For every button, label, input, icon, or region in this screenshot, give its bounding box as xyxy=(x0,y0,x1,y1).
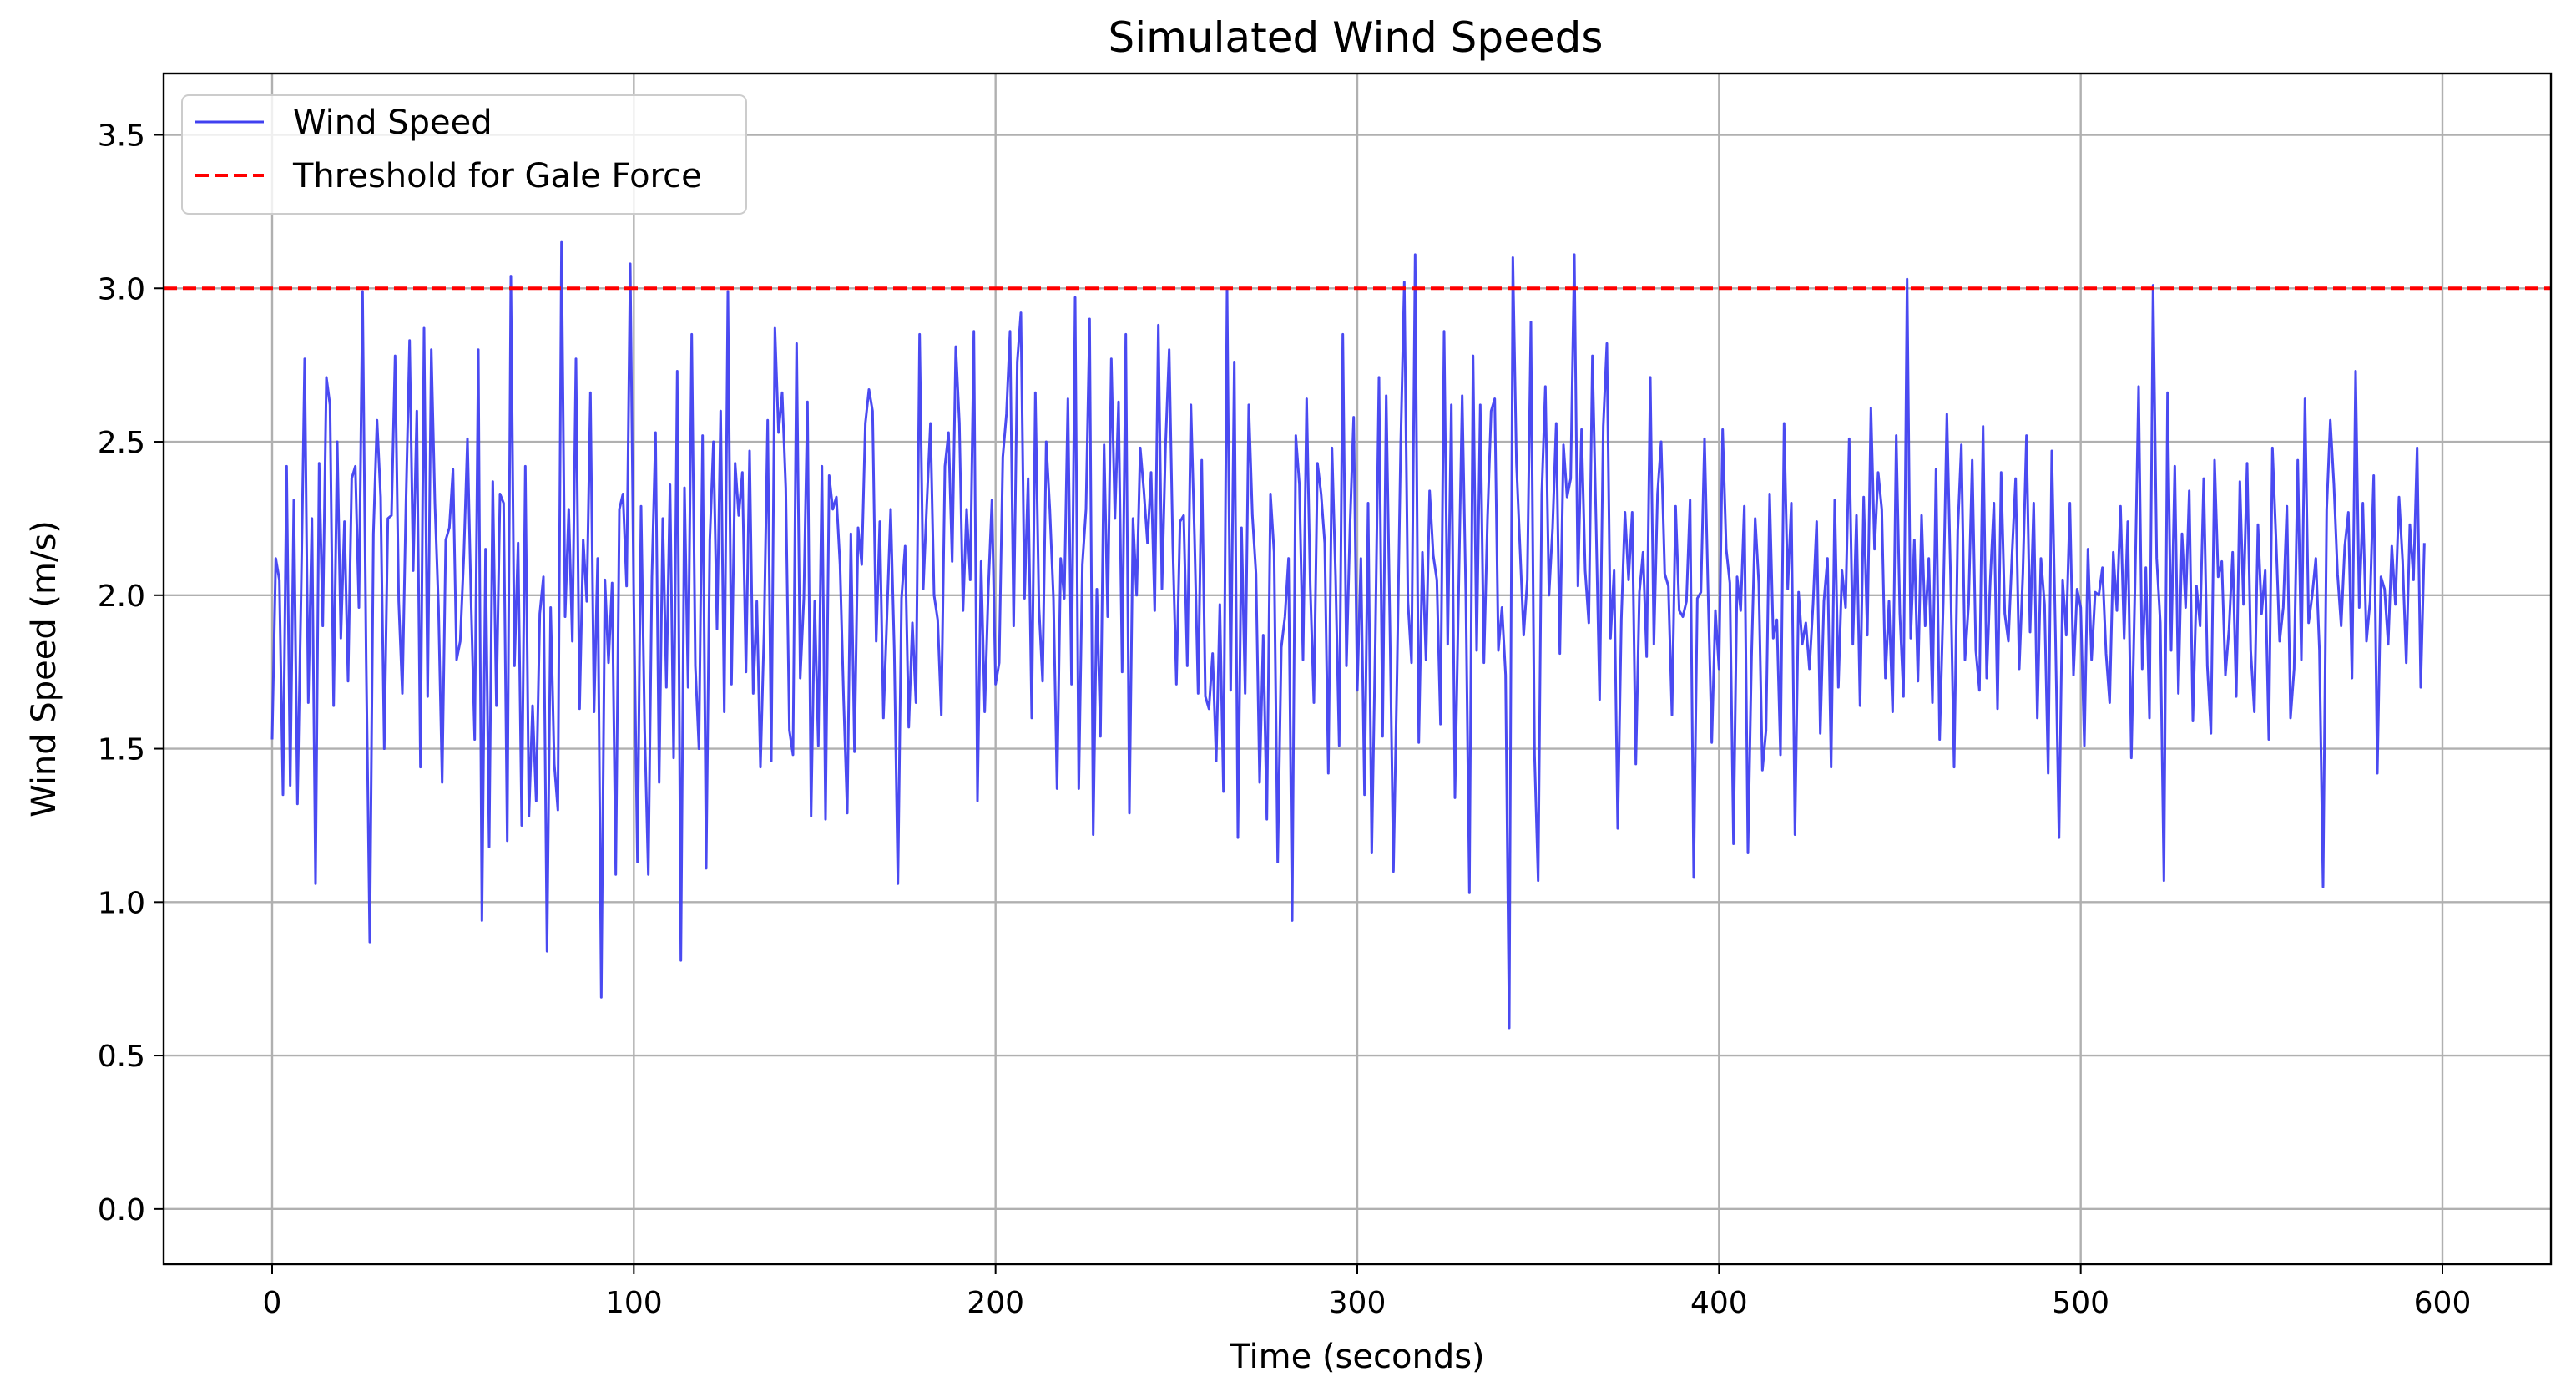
series-layer xyxy=(164,240,2551,1030)
x-tick-label: 600 xyxy=(2414,1286,2472,1320)
x-tick-label: 200 xyxy=(967,1286,1024,1320)
y-tick-label: 2.0 xyxy=(98,580,145,614)
x-tick-label: 300 xyxy=(1329,1286,1386,1320)
legend-label-wind-speed: Wind Speed xyxy=(293,104,492,142)
y-tick-labels: 0.0 0.5 1.0 1.5 2.0 2.5 3.0 3.5 xyxy=(98,119,145,1227)
x-axis-label: Time (seconds) xyxy=(1229,1338,1484,1376)
y-tick-label: 3.5 xyxy=(98,119,145,154)
axis-ticks xyxy=(154,134,2443,1274)
y-tick-label: 1.5 xyxy=(98,733,145,767)
x-tick-label: 100 xyxy=(605,1286,663,1320)
chart-title: Simulated Wind Speeds xyxy=(1109,13,1604,62)
legend-box xyxy=(181,94,747,215)
wind-speed-line xyxy=(270,240,2426,1030)
y-tick-label: 2.5 xyxy=(98,426,145,460)
y-axis-label: Wind Speed (m/s) xyxy=(25,520,63,817)
x-tick-label: 0 xyxy=(263,1286,282,1320)
x-tick-labels: 0 100 200 300 400 500 600 xyxy=(263,1286,2472,1320)
y-tick-label: 0.0 xyxy=(98,1193,145,1227)
x-tick-label: 400 xyxy=(1690,1286,1748,1320)
legend: Wind Speed Threshold for Gale Force xyxy=(181,94,747,215)
y-tick-label: 0.5 xyxy=(98,1040,145,1074)
plot-frame xyxy=(162,72,2553,1266)
legend-label-gale-threshold: Threshold for Gale Force xyxy=(292,157,702,195)
y-tick-label: 3.0 xyxy=(98,272,145,306)
y-tick-label: 1.0 xyxy=(98,886,145,920)
x-tick-label: 500 xyxy=(2052,1286,2109,1320)
